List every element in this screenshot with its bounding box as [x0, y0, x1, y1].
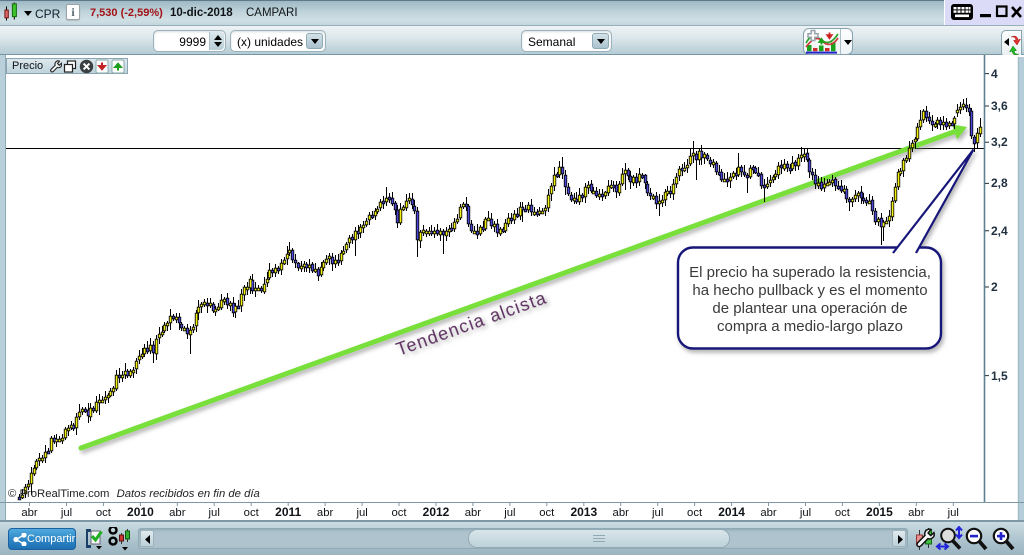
- svg-text:El precio ha superado la resis: El precio ha superado la resistencia,: [689, 264, 931, 281]
- svg-text:oct: oct: [96, 507, 112, 519]
- svg-text:abr: abr: [908, 507, 925, 519]
- svg-text:2,8: 2,8: [991, 176, 1008, 190]
- svg-text:jul: jul: [208, 507, 220, 519]
- svg-text:oct: oct: [539, 507, 555, 519]
- svg-text:3,6: 3,6: [991, 99, 1008, 113]
- svg-text:compra a medio-largo plazo: compra a medio-largo plazo: [717, 318, 903, 335]
- svg-text:de plantear una operación de: de plantear una operación de: [712, 300, 907, 317]
- svg-text:jul: jul: [799, 507, 811, 519]
- svg-text:2: 2: [991, 280, 998, 294]
- svg-text:abr: abr: [613, 507, 630, 519]
- svg-text:jul: jul: [947, 507, 959, 519]
- svg-text:© ProRealTime.com Datos recib: © ProRealTime.com Datos recibidos en fin…: [8, 488, 260, 500]
- svg-text:abr: abr: [169, 507, 186, 519]
- svg-text:abr: abr: [465, 507, 482, 519]
- svg-text:abr: abr: [21, 507, 38, 519]
- svg-text:1,5: 1,5: [991, 369, 1008, 383]
- svg-text:jul: jul: [60, 507, 72, 519]
- svg-text:oct: oct: [687, 507, 703, 519]
- svg-text:ha hecho pullback y es el mome: ha hecho pullback y es el momento: [692, 282, 927, 299]
- svg-text:abr: abr: [317, 507, 334, 519]
- svg-text:jul: jul: [651, 507, 663, 519]
- svg-text:2011: 2011: [275, 505, 301, 519]
- svg-text:oct: oct: [244, 507, 260, 519]
- svg-text:jul: jul: [503, 507, 515, 519]
- svg-text:2,4: 2,4: [991, 224, 1008, 238]
- svg-text:oct: oct: [835, 507, 851, 519]
- svg-text:oct: oct: [391, 507, 407, 519]
- svg-text:jul: jul: [355, 507, 367, 519]
- svg-text:2015: 2015: [866, 505, 893, 519]
- svg-text:3,2: 3,2: [991, 135, 1008, 149]
- svg-text:2010: 2010: [127, 505, 154, 519]
- svg-text:4: 4: [991, 67, 998, 81]
- svg-text:2014: 2014: [718, 505, 745, 519]
- svg-text:2012: 2012: [423, 505, 450, 519]
- svg-text:abr: abr: [760, 507, 777, 519]
- svg-text:2013: 2013: [570, 505, 597, 519]
